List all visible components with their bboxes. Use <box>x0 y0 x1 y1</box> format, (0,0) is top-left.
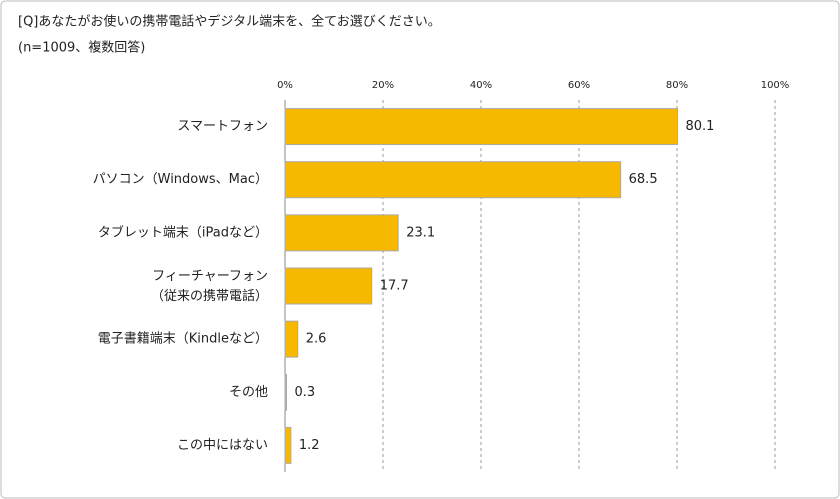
value-label: 2.6 <box>306 332 327 347</box>
chart-subtitle: (n=1009、複数回答) <box>18 40 145 56</box>
value-label: 1.2 <box>299 438 320 453</box>
y-tick-label: この中にはない <box>177 438 268 453</box>
chart-title: [Q]あなたがお使いの携帯電話やデジタル端末を、全てお選びください。 <box>18 14 441 30</box>
bar <box>284 267 373 305</box>
bar <box>284 320 299 358</box>
value-label: 17.7 <box>380 279 409 294</box>
bar <box>284 373 287 411</box>
y-tick-label: タブレット端末（iPadなど） <box>98 224 268 240</box>
bar <box>284 214 399 252</box>
x-tick-label: 80% <box>666 80 688 91</box>
y-tick-label: パソコン（Windows、Mac） <box>93 172 268 187</box>
value-label: 68.5 <box>629 172 658 187</box>
x-tick-label: 100% <box>761 80 790 91</box>
value-label: 80.1 <box>685 119 714 134</box>
y-tick-label: 電子書籍端末（Kindleなど） <box>98 331 268 347</box>
x-tick-label: 60% <box>568 80 590 91</box>
value-label: 23.1 <box>406 225 435 240</box>
x-tick-label: 0% <box>277 80 293 91</box>
y-tick-label: スマートフォン <box>177 119 268 134</box>
bar <box>284 108 678 146</box>
bar <box>284 161 622 199</box>
y-tick-label: その他 <box>229 385 268 400</box>
value-label: 0.3 <box>294 385 315 400</box>
bar <box>284 426 292 464</box>
y-tick-label: フィーチャーフォン（従来の携帯電話） <box>151 269 268 304</box>
x-tick-label: 40% <box>470 80 492 91</box>
x-tick-label: 20% <box>372 80 394 91</box>
